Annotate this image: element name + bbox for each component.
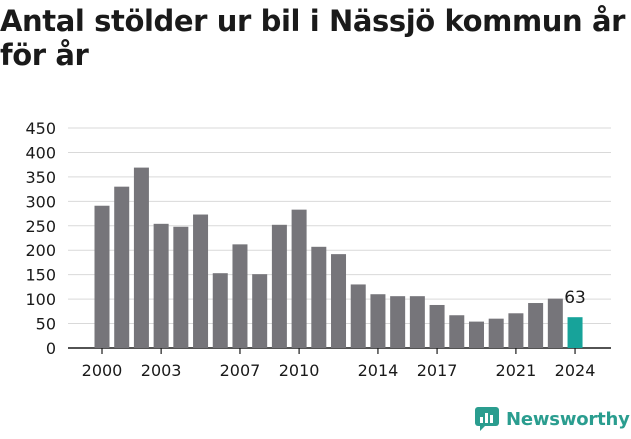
- bar: [212, 273, 228, 348]
- y-tick-label: 0: [46, 339, 56, 358]
- y-tick-label: 400: [25, 143, 56, 162]
- bar: [547, 298, 563, 348]
- bar: [133, 167, 149, 348]
- bar: [311, 246, 327, 348]
- x-tick-label: 2024: [555, 361, 596, 380]
- bar: [390, 296, 406, 348]
- bar: [488, 318, 504, 348]
- bar: [508, 313, 524, 348]
- bar: [409, 296, 425, 348]
- y-axis-ticks: 0 50 100 150 200 250 300 350 400 450: [25, 119, 56, 358]
- y-tick-label: 450: [25, 119, 56, 138]
- data-label: 63: [564, 288, 586, 308]
- bar: [94, 205, 110, 348]
- chart-title: Antal stölder ur bil i Nässjö kommun år …: [0, 4, 626, 72]
- brand-name: Newsworthy: [506, 408, 630, 430]
- x-tick-label: 2014: [358, 361, 399, 380]
- y-tick-label: 200: [25, 241, 56, 260]
- x-axis-ticks: 2000 2003 2007 2010 2014 2017 2021 2024: [82, 348, 596, 380]
- bars: [94, 167, 583, 348]
- bar: [232, 244, 248, 348]
- y-tick-label: 350: [25, 168, 56, 187]
- y-tick-label: 300: [25, 192, 56, 211]
- bar: [449, 315, 465, 348]
- bar: [291, 209, 307, 348]
- bar: [370, 294, 386, 348]
- bar: [173, 226, 189, 348]
- bar: [468, 321, 484, 348]
- bar: [153, 223, 169, 348]
- x-tick-label: 2017: [417, 361, 458, 380]
- y-tick-label: 50: [36, 315, 56, 334]
- x-tick-label: 2003: [141, 361, 182, 380]
- bar: [567, 317, 583, 348]
- x-tick-label: 2010: [279, 361, 320, 380]
- data-labels: 63: [564, 288, 586, 308]
- x-tick-label: 2021: [496, 361, 537, 380]
- x-tick-label: 2000: [82, 361, 123, 380]
- y-tick-label: 150: [25, 266, 56, 285]
- newsworthy-logo-icon: [475, 407, 499, 431]
- bar: [429, 304, 445, 348]
- bar: [528, 303, 544, 348]
- bar: [331, 254, 347, 348]
- bar: [252, 274, 268, 348]
- bar: [193, 214, 209, 348]
- bar: [271, 224, 287, 348]
- x-tick-label: 2007: [220, 361, 261, 380]
- bar: [114, 186, 130, 348]
- y-tick-label: 100: [25, 290, 56, 309]
- y-tick-label: 250: [25, 217, 56, 236]
- bar: [350, 284, 366, 348]
- newsworthy-logo: Newsworthy: [474, 406, 630, 432]
